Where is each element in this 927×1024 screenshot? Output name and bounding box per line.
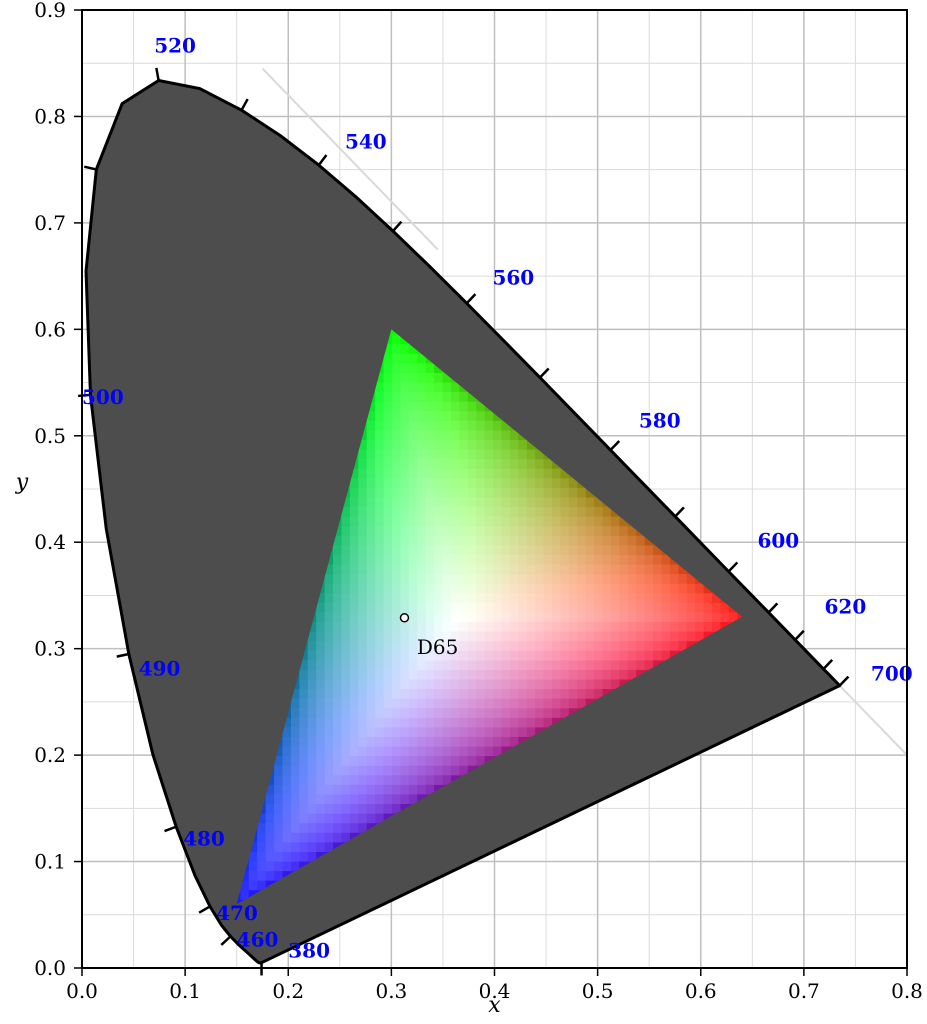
x-tick-label: 0.3 bbox=[375, 979, 407, 1003]
y-tick-label: 0.7 bbox=[34, 211, 66, 235]
wavelength-label-600: 600 bbox=[757, 529, 799, 553]
x-tick-label: 0.6 bbox=[685, 979, 717, 1003]
d65-label: D65 bbox=[417, 635, 458, 659]
y-tick-label: 0.6 bbox=[34, 317, 66, 341]
wavelength-label-380: 380 bbox=[288, 938, 330, 962]
wavelength-label-540: 540 bbox=[345, 129, 387, 153]
y-tick-label: 0.1 bbox=[34, 850, 66, 874]
y-tick-label: 0.9 bbox=[34, 0, 66, 22]
y-axis-label: y bbox=[15, 470, 29, 495]
wavelength-label-460: 460 bbox=[237, 928, 279, 952]
chromaticity-diagram: 380460470480490500520540560580600620700D… bbox=[0, 0, 927, 1024]
wavelength-label-480: 480 bbox=[183, 827, 225, 851]
y-tick-label: 0.8 bbox=[34, 104, 66, 128]
x-axis-label: x bbox=[488, 993, 501, 1018]
y-tick-label: 0.2 bbox=[34, 743, 66, 767]
d65-marker bbox=[400, 614, 408, 622]
x-tick-label: 0.5 bbox=[582, 979, 614, 1003]
y-tick-label: 0.0 bbox=[34, 956, 66, 980]
wavelength-label-470: 470 bbox=[216, 901, 258, 925]
x-tick-label: 0.0 bbox=[66, 979, 98, 1003]
wavelength-label-500: 500 bbox=[82, 385, 124, 409]
wavelength-label-560: 560 bbox=[492, 266, 534, 290]
y-tick-label: 0.5 bbox=[34, 424, 66, 448]
x-tick-label: 0.7 bbox=[788, 979, 820, 1003]
x-tick-label: 0.8 bbox=[891, 979, 923, 1003]
wavelength-label-620: 620 bbox=[825, 595, 867, 619]
x-tick-label: 0.1 bbox=[169, 979, 201, 1003]
x-tick-label: 0.2 bbox=[272, 979, 304, 1003]
y-tick-label: 0.4 bbox=[34, 530, 66, 554]
y-tick-label: 0.3 bbox=[34, 637, 66, 661]
wavelength-label-580: 580 bbox=[639, 408, 681, 432]
wavelength-label-520: 520 bbox=[154, 34, 196, 58]
wavelength-label-490: 490 bbox=[139, 656, 181, 680]
